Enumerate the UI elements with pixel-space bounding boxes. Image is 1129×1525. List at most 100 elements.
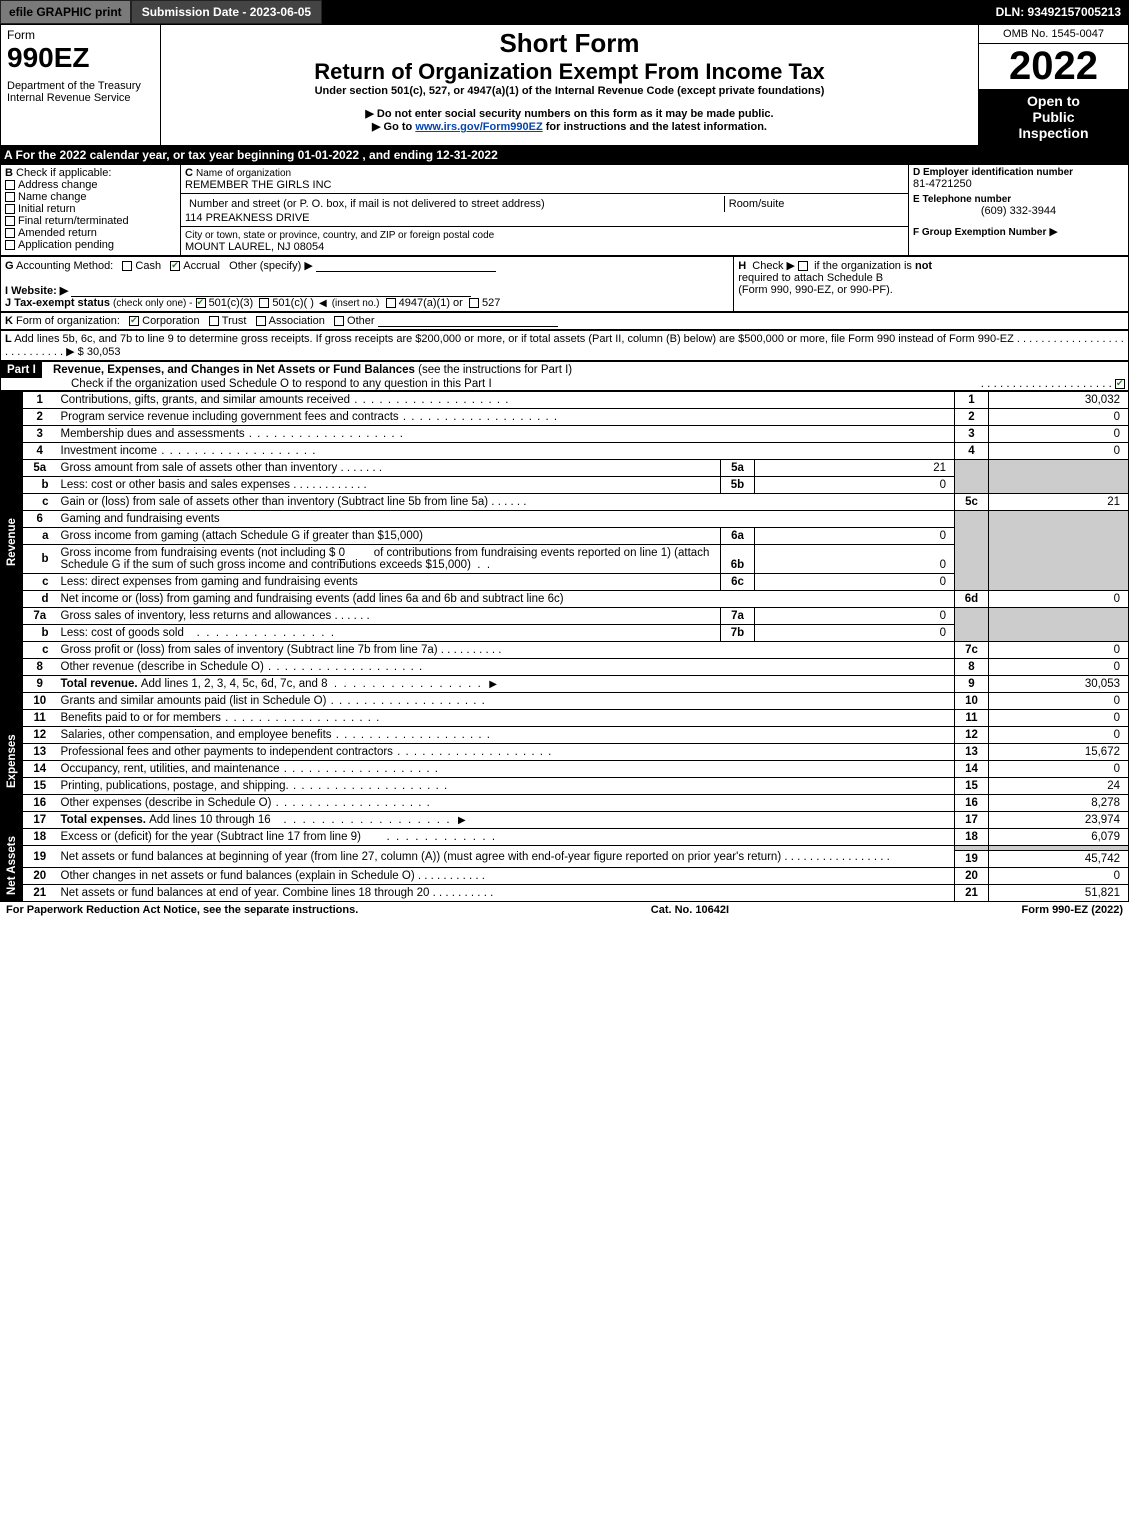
section-b-cell: B Check if applicable: Address change Na…	[1, 165, 181, 256]
line-16-num: 16	[23, 795, 57, 812]
dots-icon	[393, 746, 552, 758]
section-f-label: F Group Exemption Number	[913, 227, 1046, 238]
line-15-desc: Printing, publications, postage, and shi…	[57, 778, 955, 795]
line-10-amt: 0	[989, 693, 1129, 710]
short-form-title: Short Form	[167, 28, 972, 59]
part-i-label: Part I	[1, 362, 42, 378]
checkbox-4947[interactable]	[386, 298, 396, 308]
line-10-desc: Grants and similar amounts paid (list in…	[57, 693, 955, 710]
line-20-desc: Other changes in net assets or fund bala…	[57, 868, 955, 885]
line-20-ref: 20	[955, 868, 989, 885]
label-other-specify: Other (specify) ▶	[229, 260, 313, 272]
checkbox-cash[interactable]	[122, 261, 132, 271]
line-6b-num: b	[23, 545, 57, 574]
line-8-text: Other revenue (describe in Schedule O)	[61, 661, 264, 673]
line-19-text: Net assets or fund balances at beginning…	[61, 851, 782, 863]
checkbox-trust[interactable]	[209, 316, 219, 326]
checkbox-other-org[interactable]	[334, 316, 344, 326]
checkbox-schedule-b[interactable]	[798, 261, 808, 271]
section-def-cell: D Employer identification number 81-4721…	[909, 165, 1129, 256]
checkbox-address-change[interactable]	[5, 180, 15, 190]
form-of-org-label: Form of organization:	[16, 315, 120, 327]
checkbox-amended-return[interactable]	[5, 228, 15, 238]
footer-right-form: 990-EZ	[1052, 904, 1088, 916]
dots-icon	[280, 763, 439, 775]
line-7c-amt: 0	[989, 642, 1129, 659]
line-3-desc: Membership dues and assessments	[57, 426, 955, 443]
accounting-method-label: Accounting Method:	[16, 260, 113, 272]
checkbox-501c[interactable]	[259, 298, 269, 308]
line-5a-subref: 5a	[721, 460, 755, 477]
line-16-text: Other expenses (describe in Schedule O)	[61, 797, 272, 809]
checkbox-name-change[interactable]	[5, 192, 15, 202]
street-label: Number and street (or P. O. box, if mail…	[185, 196, 724, 212]
section-g-cell: G Accounting Method: Cash Accrual Other …	[1, 257, 734, 312]
section-l-cell: L Add lines 5b, 6c, and 7b to line 9 to …	[1, 331, 1129, 361]
line-7c-text: Gross profit or (loss) from sales of inv…	[61, 644, 438, 656]
footer-left: For Paperwork Reduction Act Notice, see …	[6, 904, 358, 916]
line-15-num: 15	[23, 778, 57, 795]
line-3-text: Membership dues and assessments	[61, 428, 245, 440]
checkbox-527[interactable]	[469, 298, 479, 308]
line-12-ref: 12	[955, 727, 989, 744]
checkbox-initial-return[interactable]	[5, 204, 15, 214]
line-12-text: Salaries, other compensation, and employ…	[61, 729, 332, 741]
line-6b-subref: 6b	[721, 545, 755, 574]
line-19-ref: 19	[955, 851, 989, 868]
line-3-ref: 3	[955, 426, 989, 443]
line-13-num: 13	[23, 744, 57, 761]
checkbox-application-pending[interactable]	[5, 240, 15, 250]
section-l-label: L	[5, 333, 12, 345]
gh-table: G Accounting Method: Cash Accrual Other …	[0, 256, 1129, 312]
line-5b-subref: 5b	[721, 477, 755, 494]
entity-table: B Check if applicable: Address change Na…	[0, 164, 1129, 256]
line-16-ref: 16	[955, 795, 989, 812]
open-line3: Inspection	[983, 125, 1124, 141]
left-arrow-icon	[317, 297, 329, 309]
website-line[interactable]	[71, 285, 471, 297]
line-17-ref: 17	[955, 812, 989, 829]
line-1-text: Contributions, gifts, grants, and simila…	[61, 394, 351, 406]
other-org-line[interactable]	[378, 315, 558, 327]
line-6d-amt: 0	[989, 591, 1129, 608]
checkbox-accrual[interactable]	[170, 261, 180, 271]
footer-right-prefix: Form	[1022, 904, 1053, 916]
dots-icon	[157, 445, 316, 457]
line-17-desc: Total expenses. Add lines 10 through 16 …	[57, 812, 955, 829]
line-10-ref: 10	[955, 693, 989, 710]
line-13-amt: 15,672	[989, 744, 1129, 761]
line-18-text: Excess or (deficit) for the year (Subtra…	[61, 831, 361, 843]
h-text4: (Form 990, 990-EZ, or 990-PF).	[738, 284, 893, 296]
line-10-num: 10	[23, 693, 57, 710]
checkbox-association[interactable]	[256, 316, 266, 326]
line-5a-num: 5a	[23, 460, 57, 477]
line-14-amt: 0	[989, 761, 1129, 778]
section-a-row: A For the 2022 calendar year, or tax yea…	[0, 146, 1129, 164]
efile-print-button[interactable]: efile GRAPHIC print	[0, 0, 131, 24]
footer-center: Cat. No. 10642I	[651, 904, 729, 916]
footer-right-suffix: (2022)	[1088, 904, 1123, 916]
line-14-ref: 14	[955, 761, 989, 778]
form-header-table: Form 990EZ Department of the Treasury In…	[0, 24, 1129, 146]
gross-receipts-value: 30,053	[87, 346, 121, 358]
other-specify-line[interactable]	[316, 260, 496, 272]
checkbox-501c3[interactable]	[196, 298, 206, 308]
checkbox-schedule-o[interactable]	[1115, 379, 1125, 389]
line-15-ref: 15	[955, 778, 989, 795]
line-11-ref: 11	[955, 710, 989, 727]
checkbox-corporation[interactable]	[129, 316, 139, 326]
line-14-text: Occupancy, rent, utilities, and maintena…	[61, 763, 280, 775]
section-c-label: C	[185, 167, 193, 179]
section-c-city-cell: City or town, state or province, country…	[181, 227, 909, 256]
section-f-row: F Group Exemption Number ▶	[913, 225, 1124, 238]
line-7b-subref: 7b	[721, 625, 755, 642]
name-of-org-label: Name of organization	[196, 168, 291, 179]
line-21-ref: 21	[955, 885, 989, 902]
form-title-cell: Short Form Return of Organization Exempt…	[161, 25, 979, 146]
dln-number: DLN: 93492157005213	[988, 0, 1129, 24]
insert-no: (insert no.)	[332, 298, 380, 309]
line-5b-text: Less: cost or other basis and sales expe…	[61, 479, 291, 491]
checkbox-final-return[interactable]	[5, 216, 15, 226]
line-4-num: 4	[23, 443, 57, 460]
irs-link[interactable]: www.irs.gov/Form990EZ	[415, 121, 542, 133]
